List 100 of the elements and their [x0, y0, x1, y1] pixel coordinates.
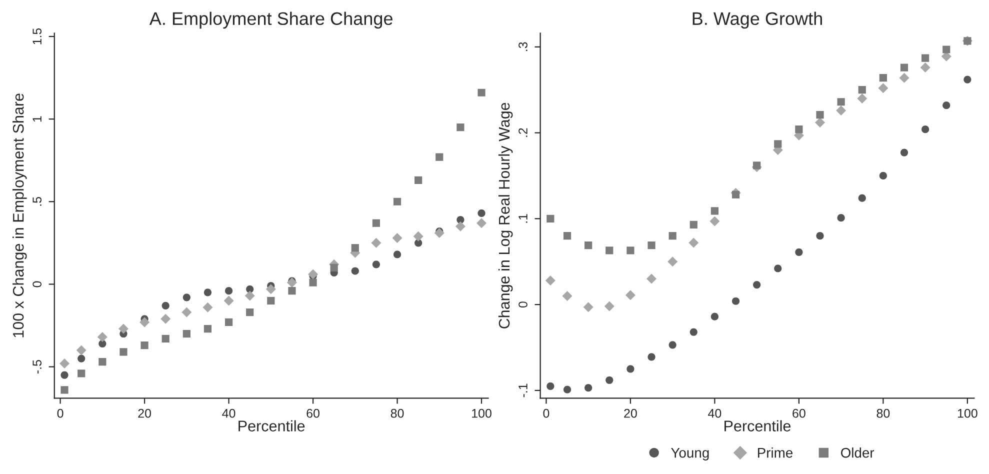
x-tick-label: 20 — [624, 408, 637, 418]
point — [753, 281, 761, 289]
point — [351, 244, 359, 252]
legend-label: Young — [671, 448, 709, 460]
point — [774, 264, 782, 272]
point — [816, 110, 824, 119]
point — [393, 250, 402, 258]
y-tick-label: .3 — [518, 42, 528, 51]
point — [690, 328, 698, 336]
x-axis-title: Percentile — [724, 420, 791, 432]
point — [583, 302, 594, 312]
point — [414, 176, 422, 184]
point — [795, 126, 803, 134]
point — [434, 228, 444, 238]
point — [668, 256, 678, 267]
x-tick-label: 40 — [708, 408, 722, 418]
point — [98, 358, 106, 366]
point — [546, 382, 554, 390]
point — [753, 162, 761, 170]
point — [246, 285, 254, 293]
point — [922, 126, 930, 134]
legend-label: Older — [840, 448, 874, 458]
x-tick-label: 40 — [222, 408, 236, 418]
legend-label: Prime — [758, 448, 792, 458]
x-tick-label: 60 — [306, 408, 320, 418]
point — [392, 232, 402, 243]
point — [668, 232, 676, 240]
point — [372, 219, 380, 227]
point — [546, 214, 554, 222]
point — [942, 46, 950, 54]
point — [900, 148, 908, 156]
point — [900, 64, 908, 72]
point — [60, 386, 68, 394]
point — [78, 370, 86, 378]
point — [690, 220, 698, 228]
x-tick-label: 80 — [390, 408, 404, 418]
point — [351, 267, 359, 275]
x-tick-label: 100 — [958, 408, 978, 418]
point — [858, 194, 866, 202]
point — [76, 345, 86, 356]
point — [837, 214, 845, 222]
y-tick-label: .2 — [518, 128, 528, 137]
point — [456, 124, 464, 132]
point — [920, 62, 930, 73]
point — [562, 290, 572, 301]
point — [879, 74, 887, 82]
x-tick-label: 20 — [138, 408, 151, 418]
point — [774, 140, 782, 148]
point — [626, 365, 634, 373]
point — [942, 102, 950, 110]
point — [162, 334, 170, 343]
point — [120, 348, 128, 356]
point — [60, 371, 68, 379]
point — [78, 354, 86, 362]
point — [668, 341, 676, 349]
point — [710, 216, 720, 226]
point — [286, 278, 297, 288]
point — [204, 324, 212, 333]
point — [204, 288, 212, 296]
point — [266, 284, 276, 294]
point — [267, 296, 275, 305]
y-tick-label: -.5 — [32, 360, 42, 374]
point — [710, 312, 718, 320]
point — [224, 318, 233, 326]
x-tick-label: 0 — [543, 408, 550, 418]
point — [371, 238, 382, 248]
y-tick-label: 1 — [32, 116, 42, 122]
y-tick-label: .5 — [32, 196, 42, 206]
point — [545, 276, 556, 286]
point — [393, 198, 402, 206]
point — [288, 287, 296, 295]
point — [857, 93, 868, 104]
y-axis-title: Change in Log Real Hourly Wage — [498, 102, 513, 328]
point — [626, 246, 634, 254]
x-tick-label: 60 — [792, 408, 806, 418]
point — [878, 83, 888, 94]
point — [309, 278, 317, 286]
point — [563, 386, 572, 394]
point — [244, 290, 255, 301]
point — [836, 105, 846, 116]
point — [160, 314, 171, 324]
point — [118, 324, 128, 334]
point — [879, 172, 887, 180]
point — [858, 86, 866, 94]
point — [964, 76, 972, 84]
y-tick-label: -.1 — [518, 384, 528, 398]
point — [202, 302, 213, 312]
point — [648, 241, 656, 250]
point — [455, 221, 466, 232]
point — [584, 241, 592, 250]
y-tick-label: .1 — [518, 214, 528, 223]
x-axis-title: Percentile — [238, 420, 305, 432]
point — [795, 248, 803, 256]
point — [478, 88, 486, 96]
point — [224, 287, 233, 295]
point — [814, 117, 826, 128]
point — [182, 330, 190, 338]
point — [604, 301, 614, 312]
point — [224, 296, 234, 306]
point — [563, 232, 572, 240]
